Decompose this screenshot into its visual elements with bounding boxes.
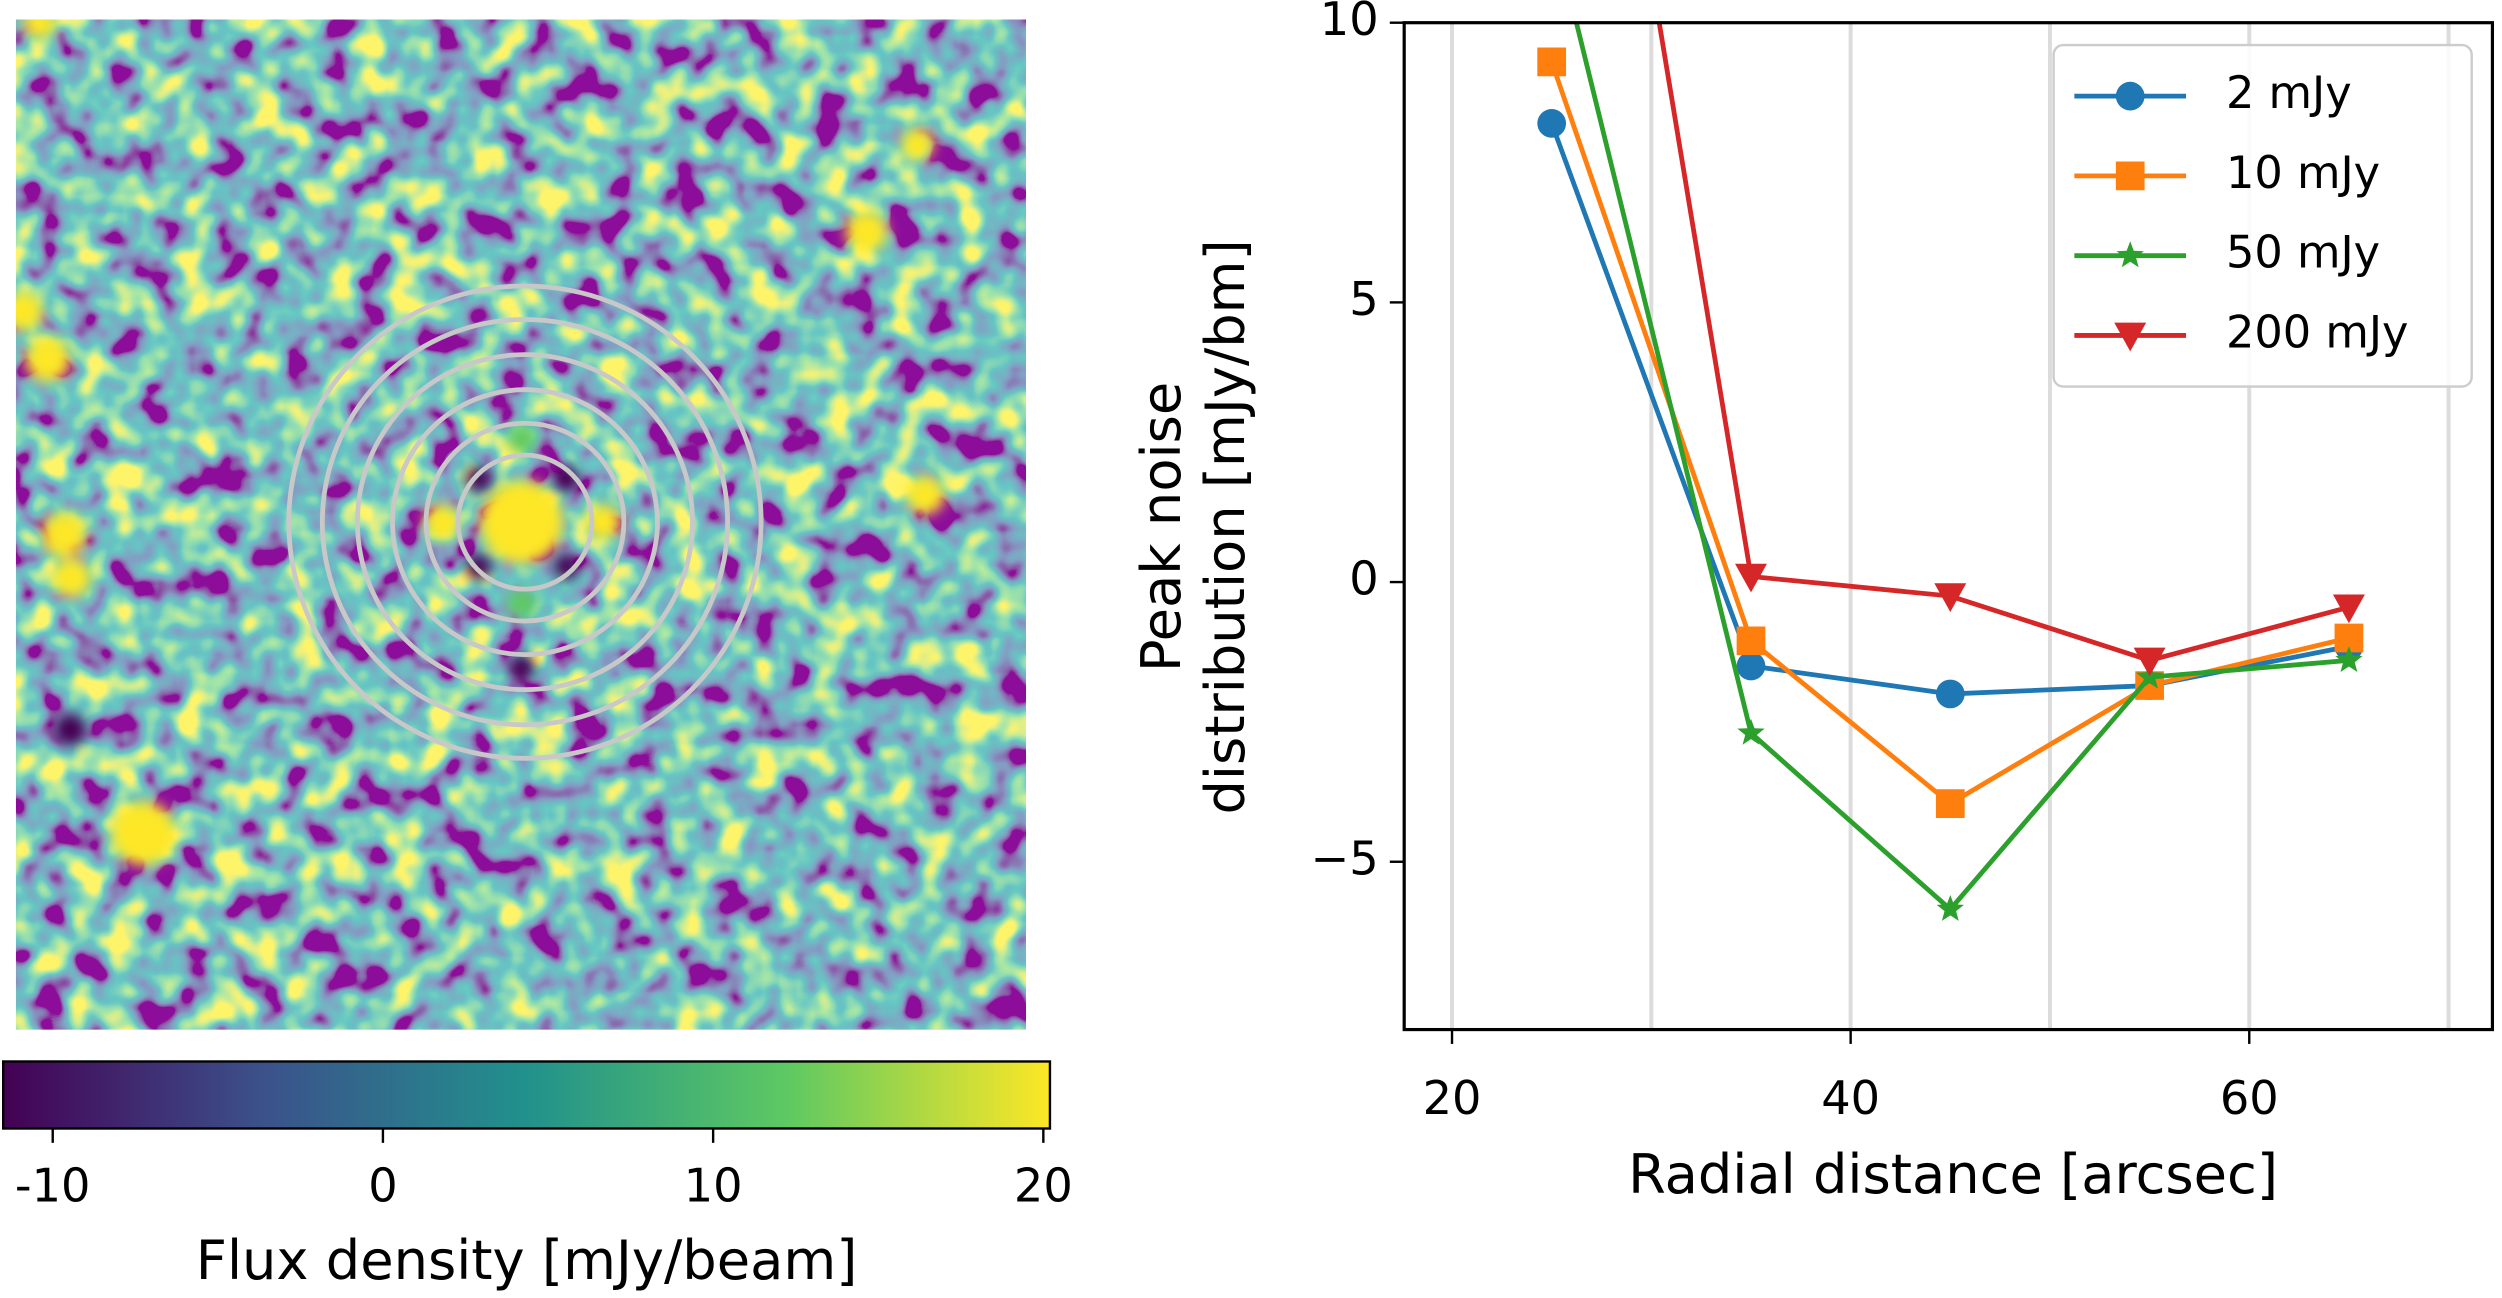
marker (2116, 241, 2144, 268)
noise-map (15, 19, 1027, 1030)
x-tick-label: 20 (1423, 1071, 1482, 1125)
y-axis-label: Peak noise (1130, 382, 1193, 672)
marker (1935, 679, 1965, 709)
axes-frame (1402, 21, 2495, 1032)
legend-box (2052, 43, 2473, 388)
marker (1737, 718, 1765, 745)
plot-area (1537, 22, 2365, 921)
y-tick-label: −5 (1310, 831, 1378, 885)
marker (1935, 789, 1965, 818)
marker (2335, 646, 2363, 672)
x-axis-label: Radial distance [arcsec] (1628, 1143, 2278, 1206)
marker (1934, 583, 1967, 613)
colorbar-tick-label: 0 (368, 1159, 397, 1213)
y-tick-label: 0 (1349, 552, 1378, 606)
colorbar-tick-label: 20 (1014, 1159, 1073, 1213)
marker (1736, 626, 1766, 656)
colorbar-label: Flux density [mJy/beam] (196, 1229, 858, 1292)
aperture-rings (286, 283, 764, 761)
marker (2133, 647, 2166, 677)
legend-label: 10 mJy (2226, 147, 2380, 199)
marker (2334, 623, 2364, 653)
marker (2115, 161, 2145, 191)
y-tick-label: 5 (1349, 272, 1378, 326)
y-tick-label: 10 (1320, 0, 1379, 46)
colorbar (1, 1060, 1052, 1130)
colorbar-tick-label: -10 (15, 1159, 91, 1213)
marker (1537, 47, 1567, 77)
marker (1537, 109, 1567, 138)
marker (1936, 894, 1964, 921)
legend-label: 200 mJy (2226, 306, 2409, 358)
marker (2332, 594, 2365, 624)
marker (1735, 563, 1767, 593)
y-axis-label: distribution [mJy/bm] (1194, 239, 1257, 814)
x-tick-label: 40 (1821, 1071, 1880, 1125)
x-tick-label: 60 (2220, 1071, 2279, 1125)
marker (1736, 651, 1766, 681)
colorbar-tick-label: 10 (684, 1159, 743, 1213)
legend-label: 2 mJy (2226, 67, 2352, 119)
marker (2114, 322, 2147, 352)
marker (2115, 81, 2145, 111)
legend-label: 50 mJy (2226, 227, 2380, 279)
